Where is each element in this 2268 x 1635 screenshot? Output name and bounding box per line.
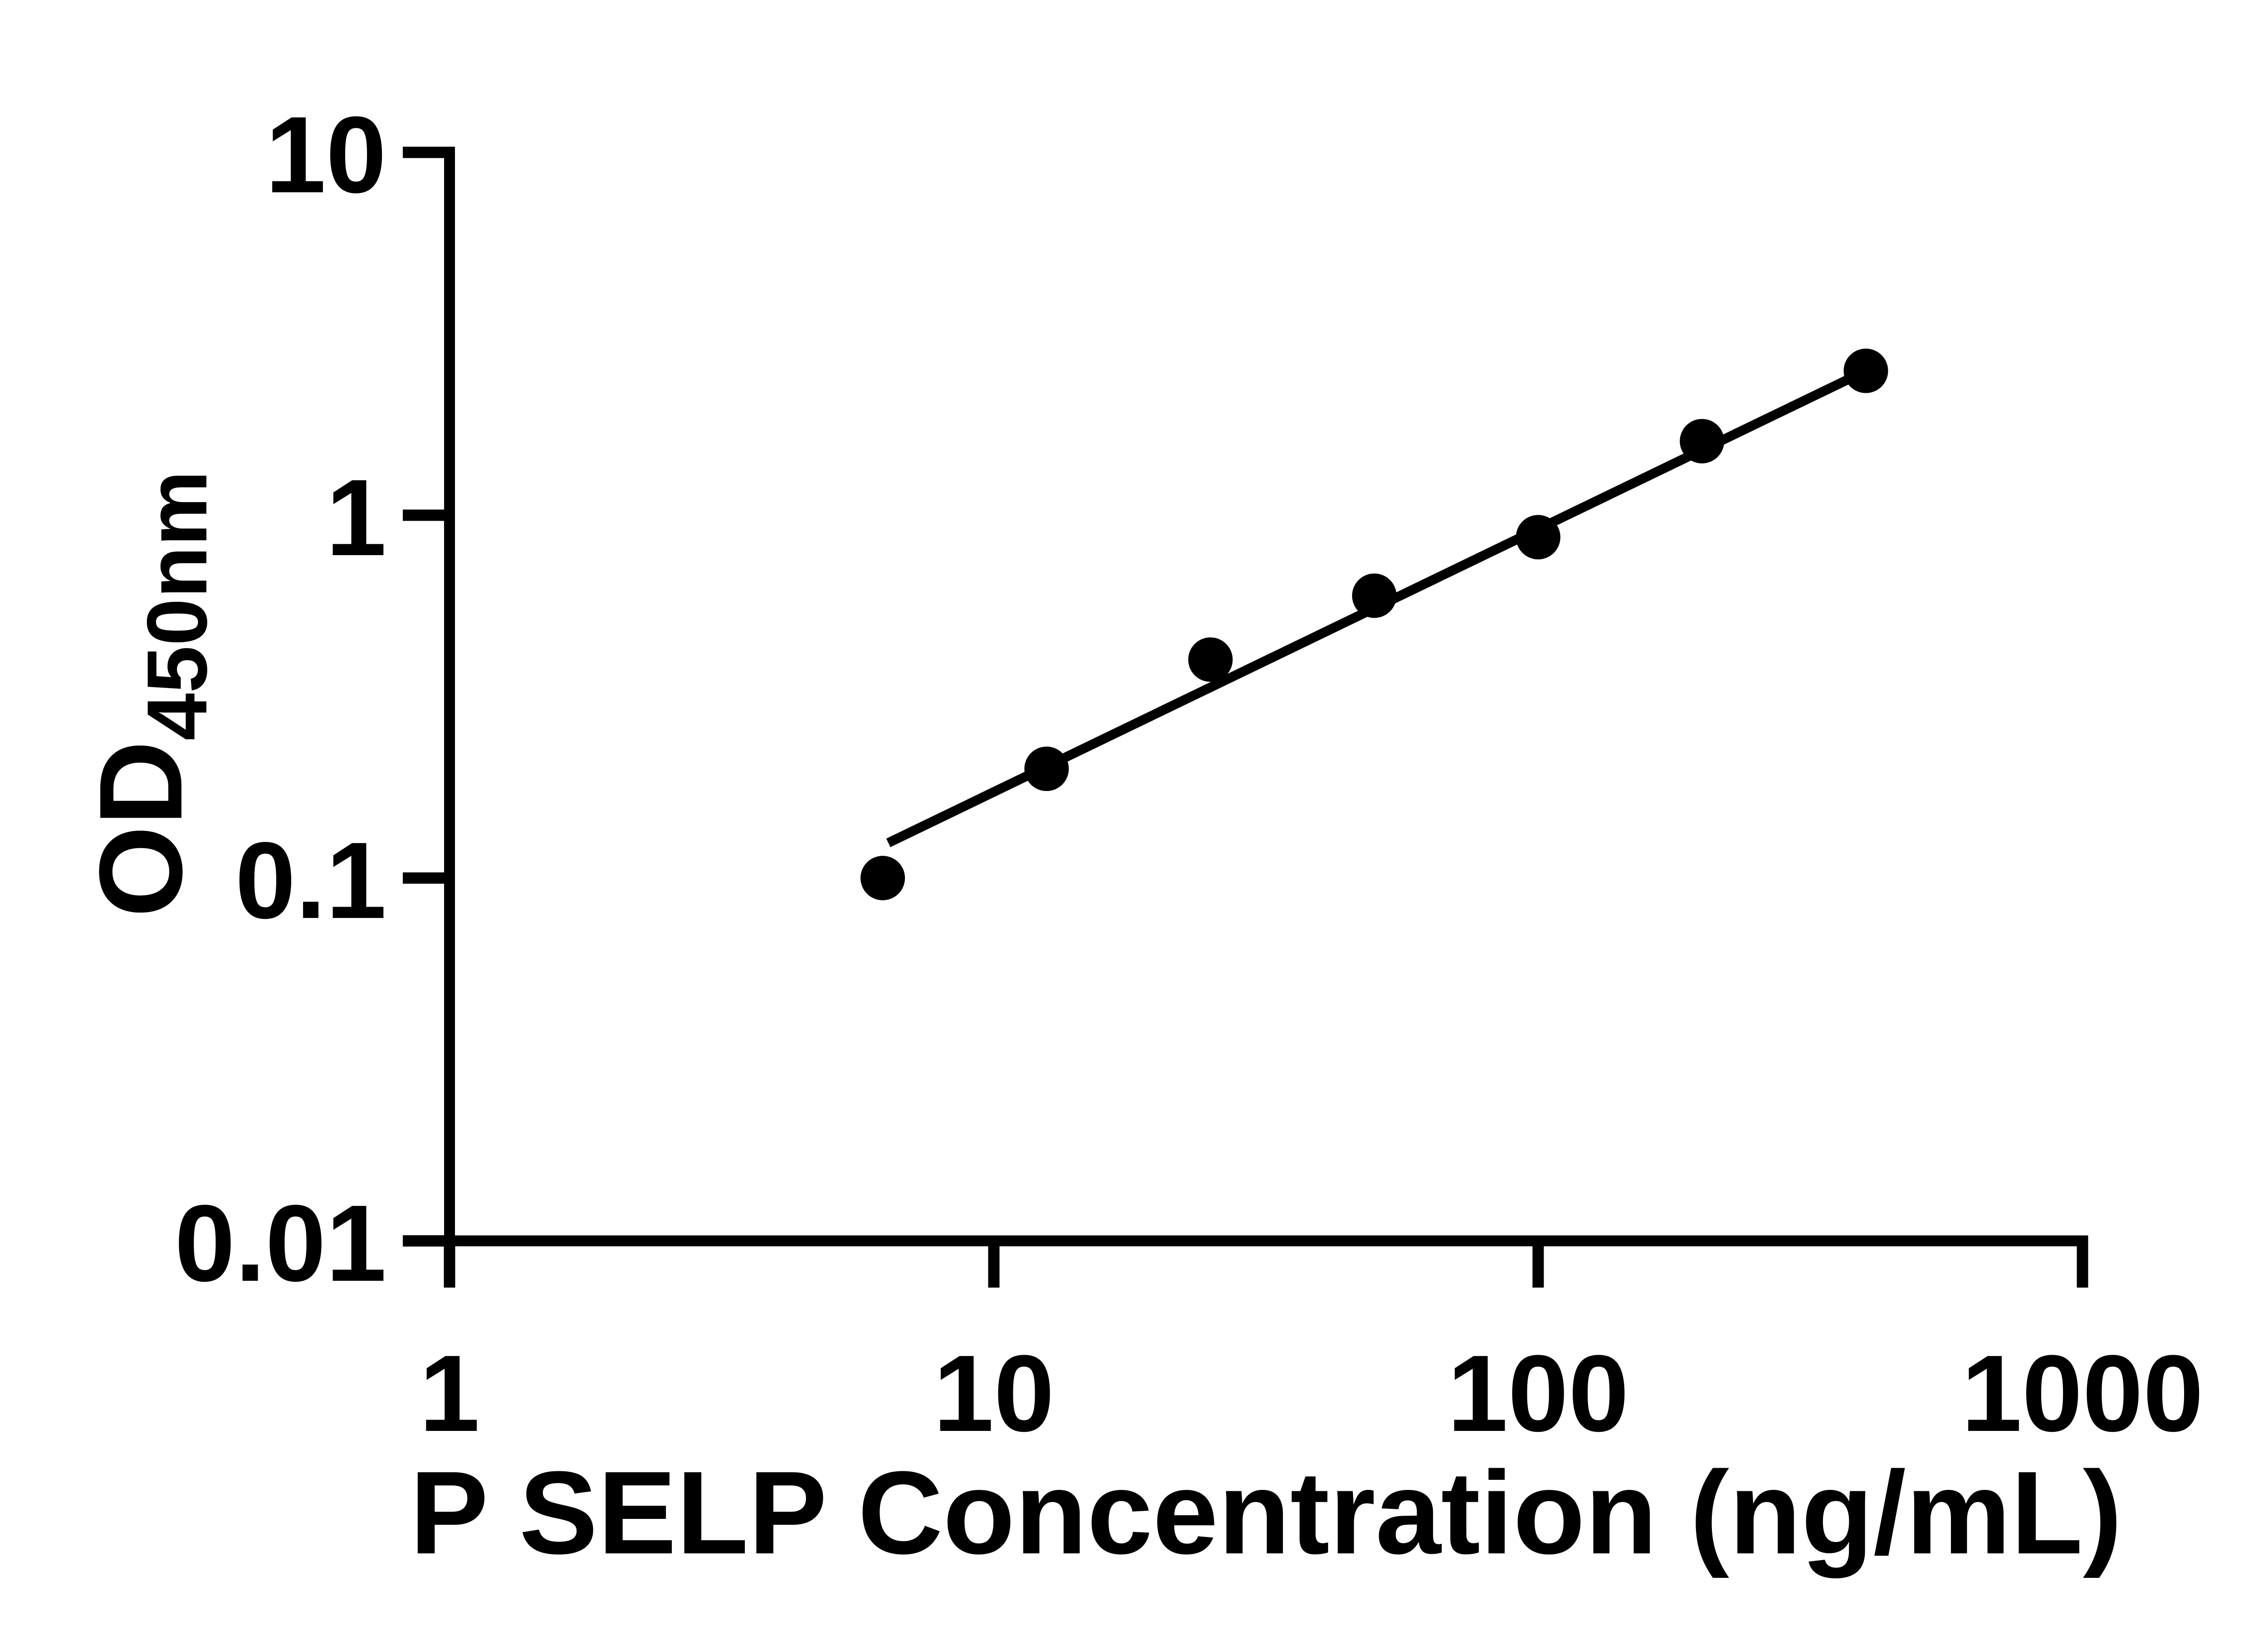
data-point [1352, 573, 1397, 618]
y-axis-label: OD450nm [75, 470, 225, 918]
y-tick-label: 10 [265, 94, 386, 215]
data-point [1680, 419, 1725, 464]
y-axis-label-main: OD [75, 741, 207, 918]
y-tick-label: 1 [326, 457, 386, 578]
data-point [1516, 515, 1560, 560]
y-axis-label-subscript: 450nm [129, 470, 225, 741]
x-tick-label: 10 [934, 1332, 1055, 1454]
data-point [1024, 747, 1069, 791]
y-tick-label: 0.01 [175, 1182, 386, 1304]
x-tick-label: 1 [419, 1332, 479, 1454]
x-tick-label: 100 [1447, 1332, 1629, 1454]
data-point [860, 856, 905, 900]
x-tick-label: 1000 [1961, 1332, 2204, 1454]
data-point [1188, 637, 1233, 682]
y-tick-label: 0.1 [235, 820, 386, 941]
x-axis-title: P SELP Concentration (ng/mL) [410, 1447, 2122, 1579]
data-point [1843, 348, 1888, 393]
